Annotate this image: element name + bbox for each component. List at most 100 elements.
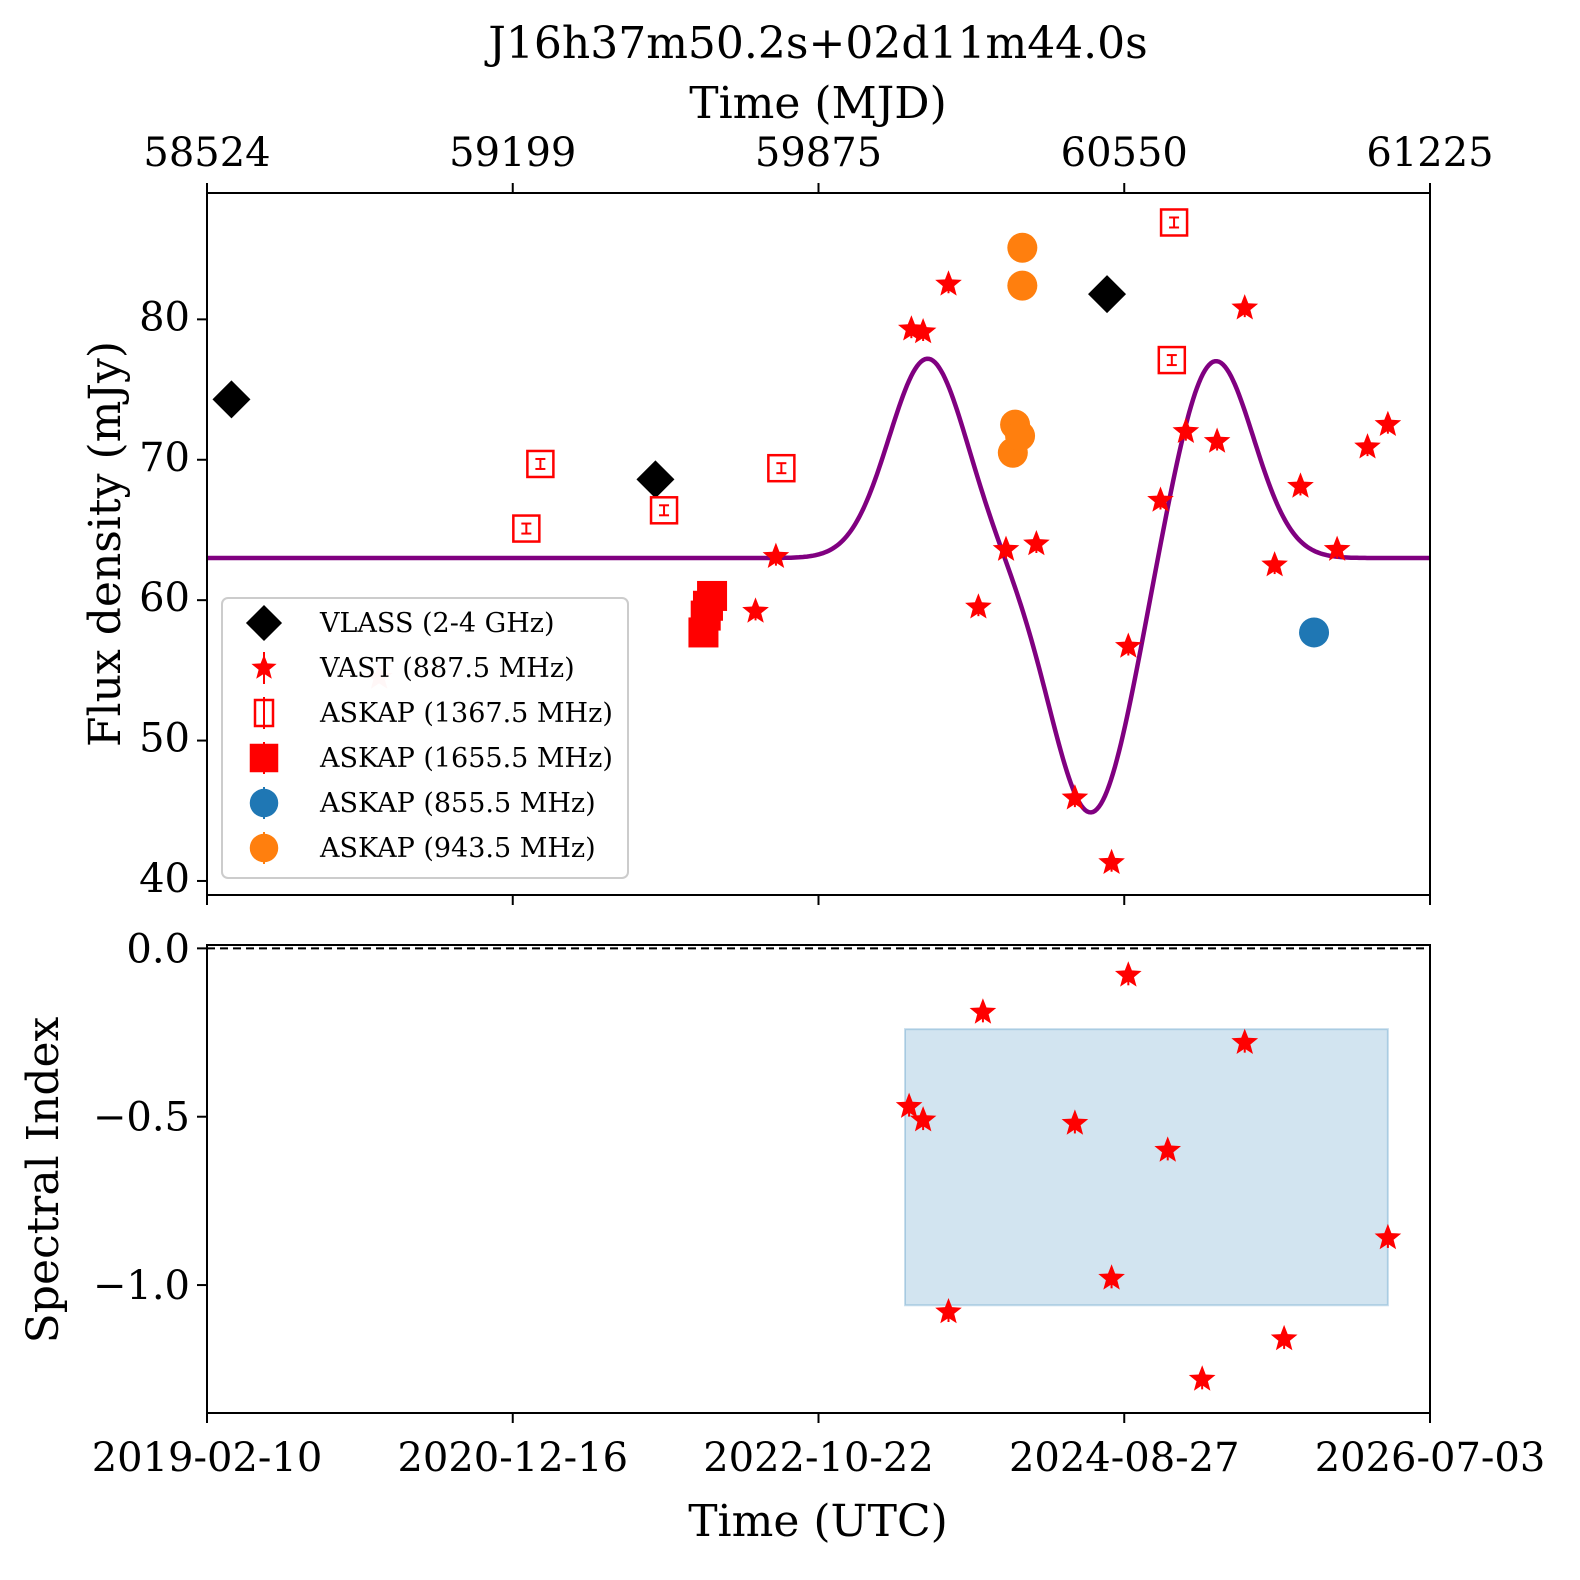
legend-marker-icon — [249, 833, 279, 863]
spectral-index-point — [1115, 961, 1142, 987]
legend-entry-label: ASKAP (1655.5 MHz) — [319, 743, 613, 774]
spectral-index-point — [935, 1298, 962, 1324]
chart-title: J16h37m50.2s+02d11m44.0s — [484, 18, 1148, 69]
point-askap-1367-5-mhz-box — [649, 496, 679, 525]
top-tick-label: 58524 — [143, 130, 270, 176]
point-vlass-2-4-ghz — [1088, 275, 1127, 314]
point-askap-1367-5-mhz — [526, 449, 555, 479]
utc-x-ticks: 2019-02-10 2020-12-16 2022-10-22 2024-08-27… — [92, 1413, 1546, 1481]
legend-entry-label: ASKAP (1367.5 MHz) — [319, 698, 613, 729]
flux-density-panel: J16h37m50.2s+02d11m44.0s Time (MJD) 5852… — [80, 18, 1494, 905]
point-askap-943-5-mhz — [1005, 420, 1036, 451]
utc-tick-label: 2019-02-10 — [92, 1435, 323, 1481]
spectral-index-point — [909, 1106, 937, 1132]
point-vast-887-5-mhz — [742, 597, 769, 623]
legend: VLASS (2-4 GHz) VAST (887.5 MHz) ASKAP (13… — [221, 597, 629, 879]
spectral-index-point — [969, 998, 997, 1024]
point-askap-1367-5-mhz — [649, 496, 679, 525]
point-askap-1367-5-mhz — [512, 514, 541, 543]
top-tick-label: 60550 — [1061, 130, 1188, 176]
point-vast-887-5-mhz — [935, 270, 962, 296]
point-vast-887-5-mhz — [1061, 784, 1089, 810]
point-vast-887-5-mhz — [1374, 410, 1402, 436]
point-vast-887-5-mhz — [965, 593, 992, 619]
utc-tick-label: 2026-07-03 — [1315, 1435, 1546, 1481]
spectral-index-point — [1154, 1136, 1181, 1162]
point-vast-887-5-mhz — [1023, 530, 1050, 556]
utc-tick-label: 2020-12-16 — [397, 1435, 628, 1481]
spectral-index-point — [1188, 1365, 1216, 1391]
legend-marker-icon — [245, 604, 283, 642]
point-vast-887-5-mhz — [1323, 535, 1351, 561]
flux-y-tick-label: 70 — [139, 435, 190, 481]
spectral-y-ticks: 0.0 −0.5 −1.0 — [93, 926, 207, 1309]
flux-y-ticks: 40 50 60 70 80 — [139, 294, 207, 902]
point-vast-887-5-mhz — [1231, 294, 1259, 320]
point-vast-887-5-mhz — [1098, 848, 1125, 874]
point-askap-1367-5-mhz — [1159, 208, 1189, 237]
flux-y-tick-label: 60 — [139, 575, 190, 621]
flux-y-tick-label: 50 — [139, 716, 190, 762]
spectral-y-tick-label: 0.0 — [126, 926, 190, 972]
legend-entry-label: ASKAP (855.5 MHz) — [319, 788, 596, 819]
legend-marker-icon — [251, 654, 277, 679]
point-vast-887-5-mhz — [1287, 472, 1314, 498]
legend-entry-label: ASKAP (943.5 MHz) — [319, 833, 596, 864]
spectral-index-point — [1231, 1028, 1259, 1054]
point-vast-887-5-mhz — [909, 318, 937, 344]
top-axis-ticks: 58524 59199 59875 60550 61225 — [143, 130, 1494, 905]
point-askap-1367-5-mhz-box — [1159, 208, 1189, 237]
point-vast-887-5-mhz — [762, 542, 790, 568]
legend-marker-icon — [249, 788, 279, 818]
point-vast-887-5-mhz — [1261, 551, 1288, 577]
point-vast-887-5-mhz — [1147, 486, 1174, 512]
shaded-band-layer — [207, 947, 1430, 1307]
flux-y-axis-label: Flux density (mJy) — [80, 341, 131, 747]
spectral-index-point — [895, 1092, 923, 1118]
point-askap-1367-5-mhz — [1157, 345, 1187, 375]
legend-open-square-icon — [253, 698, 275, 728]
point-vast-887-5-mhz — [1203, 427, 1231, 453]
top-tick-label: 59875 — [755, 130, 882, 176]
utc-x-axis-label: Time (UTC) — [688, 1496, 948, 1547]
flux-data-points — [212, 208, 1402, 874]
spectral-index-band — [904, 1028, 1389, 1307]
flux-y-tick-label: 80 — [139, 294, 190, 340]
top-axis-label: Time (MJD) — [689, 78, 946, 129]
legend-entry-label: VLASS (2-4 GHz) — [319, 608, 555, 639]
spectral-data-points — [895, 961, 1402, 1391]
point-askap-855-5-mhz — [1299, 617, 1330, 648]
spectral-y-axis-label: Spectral Index — [18, 1016, 69, 1343]
flux-y-tick-label: 40 — [139, 856, 190, 902]
spectral-index-panel: 0.0 −0.5 −1.0 2019-02-10 2020-12-16 2022-10-… — [18, 926, 1545, 1547]
point-askap-1367-5-mhz-box — [512, 514, 541, 543]
flux-plot-frame — [206, 192, 1431, 896]
point-vlass-2-4-ghz — [636, 460, 675, 499]
point-vast-887-5-mhz — [1172, 417, 1200, 443]
point-vast-887-5-mhz — [992, 535, 1020, 561]
spectral-y-tick-label: −0.5 — [93, 1095, 190, 1141]
top-tick-label: 61225 — [1366, 130, 1493, 176]
point-vlass-2-4-ghz — [212, 380, 251, 419]
point-askap-1367-5-mhz-box — [767, 453, 796, 483]
top-tick-label: 59199 — [449, 130, 576, 176]
spectral-y-tick-label: −1.0 — [93, 1263, 190, 1309]
spectral-index-point — [1270, 1324, 1298, 1351]
point-askap-1367-5-mhz — [767, 453, 796, 483]
utc-tick-label: 2024-08-27 — [1009, 1435, 1240, 1481]
point-askap-1367-5-mhz-box — [526, 449, 555, 479]
legend-marker-icon — [249, 743, 279, 773]
point-vast-887-5-mhz — [1354, 433, 1381, 459]
spectral-index-point — [1374, 1223, 1402, 1250]
legend-entry-label: VAST (887.5 MHz) — [319, 653, 575, 684]
utc-tick-label: 2022-10-22 — [703, 1435, 934, 1481]
legend-box — [221, 597, 629, 879]
point-askap-943-5-mhz — [1007, 270, 1038, 301]
point-vast-887-5-mhz — [1115, 632, 1142, 658]
point-askap-1655-5-mhz — [697, 580, 728, 611]
model-curve — [207, 356, 1429, 815]
point-askap-1367-5-mhz-box — [1157, 345, 1187, 375]
point-askap-943-5-mhz — [1007, 232, 1038, 263]
model-curve-layer — [207, 356, 1429, 815]
